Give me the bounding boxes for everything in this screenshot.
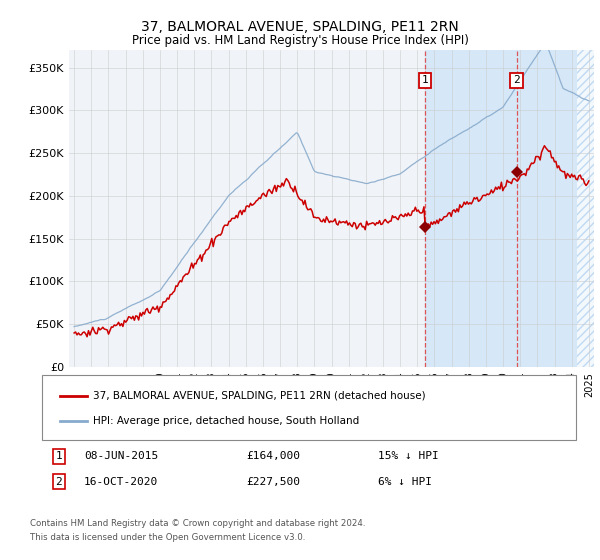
Text: 2: 2 bbox=[513, 76, 520, 85]
Text: 37, BALMORAL AVENUE, SPALDING, PE11 2RN (detached house): 37, BALMORAL AVENUE, SPALDING, PE11 2RN … bbox=[93, 391, 425, 401]
Bar bbox=[425, 50, 594, 367]
Polygon shape bbox=[577, 50, 594, 367]
Text: Contains HM Land Registry data © Crown copyright and database right 2024.: Contains HM Land Registry data © Crown c… bbox=[30, 519, 365, 528]
Text: 08-JUN-2015: 08-JUN-2015 bbox=[84, 451, 158, 461]
Text: 2: 2 bbox=[55, 477, 62, 487]
Text: £164,000: £164,000 bbox=[246, 451, 300, 461]
Text: 1: 1 bbox=[55, 451, 62, 461]
Text: 37, BALMORAL AVENUE, SPALDING, PE11 2RN: 37, BALMORAL AVENUE, SPALDING, PE11 2RN bbox=[141, 20, 459, 34]
Text: 15% ↓ HPI: 15% ↓ HPI bbox=[378, 451, 439, 461]
Text: 6% ↓ HPI: 6% ↓ HPI bbox=[378, 477, 432, 487]
Text: £227,500: £227,500 bbox=[246, 477, 300, 487]
Text: 1: 1 bbox=[421, 76, 428, 85]
Text: Price paid vs. HM Land Registry's House Price Index (HPI): Price paid vs. HM Land Registry's House … bbox=[131, 34, 469, 46]
Text: HPI: Average price, detached house, South Holland: HPI: Average price, detached house, Sout… bbox=[93, 416, 359, 426]
Text: 16-OCT-2020: 16-OCT-2020 bbox=[84, 477, 158, 487]
Text: This data is licensed under the Open Government Licence v3.0.: This data is licensed under the Open Gov… bbox=[30, 533, 305, 542]
